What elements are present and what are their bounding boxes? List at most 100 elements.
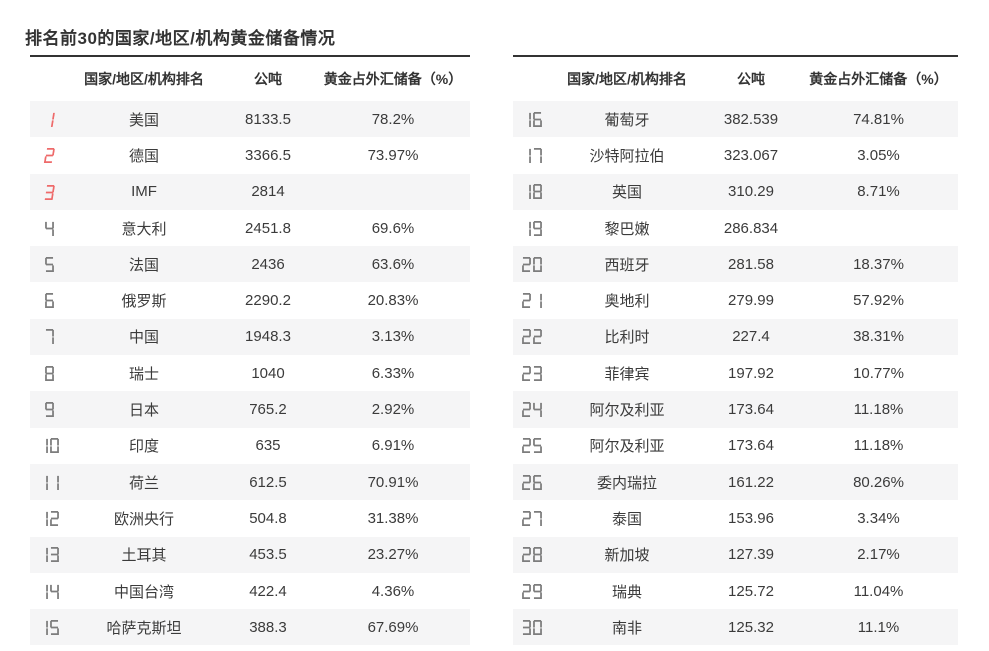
tonnes-cell: 173.64 xyxy=(728,437,774,455)
rank-cell xyxy=(30,246,68,282)
tonnes-cell: 2436 xyxy=(251,255,285,273)
pct-cell: 3.13% xyxy=(371,328,415,346)
rank-cell xyxy=(30,428,68,464)
pct-cell: 3.05% xyxy=(857,146,900,164)
header-gold-pct: 黄金占外汇储备（%） xyxy=(809,71,948,87)
pct-cell: 23.27% xyxy=(367,546,419,564)
header-country: 国家/地区/机构排名 xyxy=(567,71,687,87)
country-cell: 瑞典 xyxy=(611,583,642,601)
rank-cell xyxy=(30,319,68,355)
pct-cell: 69.6% xyxy=(371,219,415,237)
country-cell: 葡萄牙 xyxy=(604,111,650,129)
rank-cell xyxy=(513,246,551,282)
table-row: 俄罗斯 2290.2 20.83% xyxy=(30,282,470,318)
rank-cell xyxy=(513,537,551,573)
pct-cell: 11.04% xyxy=(853,582,904,600)
pct-cell: 8.71% xyxy=(857,183,900,201)
rank-cell xyxy=(30,282,68,318)
rank-cell xyxy=(30,573,68,609)
page-title: 排名前30的国家/地区/机构黄金储备情况 xyxy=(25,29,336,49)
tonnes-cell: 453.5 xyxy=(249,546,287,564)
country-cell: 泰国 xyxy=(611,510,642,528)
country-cell: 阿尔及利亚 xyxy=(589,438,665,456)
table-row: 沙特阿拉伯 323.067 3.05% xyxy=(513,137,958,173)
pct-cell: 78.2% xyxy=(371,110,415,128)
pct-cell: 11.18% xyxy=(853,437,904,455)
rank-cell xyxy=(513,282,551,318)
country-cell: 俄罗斯 xyxy=(121,293,167,311)
pct-cell: 6.91% xyxy=(371,437,415,455)
pct-cell: 2.17% xyxy=(857,546,900,564)
tonnes-cell: 279.99 xyxy=(728,292,774,310)
country-cell: 瑞士 xyxy=(128,365,159,383)
rank-cell xyxy=(30,537,68,573)
pct-cell: 3.34% xyxy=(857,509,900,527)
rank-cell xyxy=(27,174,71,210)
table-row: 委内瑞拉 161.22 80.26% xyxy=(513,463,958,501)
pct-cell: 63.6% xyxy=(371,255,415,273)
pct-cell: 80.26% xyxy=(853,473,904,491)
pct-cell: 74.81% xyxy=(853,110,904,128)
table-row: 意大利 2451.8 69.6% xyxy=(30,210,470,246)
rank-cell xyxy=(513,464,551,500)
tonnes-cell: 127.39 xyxy=(728,546,774,564)
table-row: 英国 310.29 8.71% xyxy=(513,173,958,210)
tonnes-cell: 323.067 xyxy=(723,146,779,164)
country-cell: IMF xyxy=(131,183,157,201)
tonnes-cell: 635 xyxy=(255,437,281,455)
pct-cell: 38.31% xyxy=(853,328,904,346)
tonnes-cell: 2290.2 xyxy=(245,292,291,310)
table-row: 印度 635 6.91% xyxy=(30,428,470,464)
table-row: 阿尔及利亚 173.64 11.18% xyxy=(513,428,958,464)
pct-cell: 18.37% xyxy=(853,255,904,273)
tonnes-cell: 173.64 xyxy=(728,401,774,419)
tonnes-cell: 227.4 xyxy=(732,328,770,346)
table-row: 西班牙 281.58 18.37% xyxy=(513,246,958,283)
header-country: 国家/地区/机构排名 xyxy=(84,71,204,87)
table-row: 中国 1948.3 3.13% xyxy=(30,318,470,356)
pct-cell: 57.92% xyxy=(853,292,904,310)
rank-cell xyxy=(513,137,551,173)
country-cell: 比利时 xyxy=(604,329,650,347)
tonnes-cell: 281.58 xyxy=(728,255,774,273)
country-cell: 土耳其 xyxy=(121,547,167,565)
rank-cell xyxy=(30,500,68,536)
country-cell: 荷兰 xyxy=(128,474,159,492)
tonnes-cell: 382.539 xyxy=(723,110,779,128)
rank-cell xyxy=(30,355,68,391)
table-row: 黎巴嫩 286.834 xyxy=(513,210,958,246)
country-cell: 印度 xyxy=(128,438,159,456)
rank-cell xyxy=(513,500,551,536)
rank-cell xyxy=(513,428,551,464)
table-row: 葡萄牙 382.539 74.81% xyxy=(513,101,958,138)
rank-cell xyxy=(30,210,68,246)
tonnes-cell: 286.834 xyxy=(723,219,779,237)
country-cell: 中国台湾 xyxy=(113,583,174,601)
table-row: 阿尔及利亚 173.64 11.18% xyxy=(513,391,958,428)
gold-reserves-table-right: 国家/地区/机构排名 公吨 黄金占外汇储备（%） 葡萄牙 382.539 74.… xyxy=(513,55,958,646)
table-row: 荷兰 612.5 70.91% xyxy=(30,463,470,501)
tonnes-cell: 2814 xyxy=(251,183,285,201)
tonnes-cell: 153.96 xyxy=(728,509,774,527)
table-row: 泰国 153.96 3.34% xyxy=(513,500,958,536)
table-row: 欧洲央行 504.8 31.38% xyxy=(30,500,470,536)
pct-cell: 11.1% xyxy=(857,618,900,636)
rank-cell xyxy=(30,464,68,500)
pct-cell: 2.92% xyxy=(371,401,415,419)
rank-cell xyxy=(513,174,551,210)
table-row: 土耳其 453.5 23.27% xyxy=(30,536,470,573)
table-row: 比利时 227.4 38.31% xyxy=(513,318,958,356)
country-cell: 英国 xyxy=(611,184,642,202)
tonnes-cell: 422.4 xyxy=(249,582,287,600)
tonnes-cell: 504.8 xyxy=(249,509,287,527)
table-row: 南非 125.32 11.1% xyxy=(513,609,958,646)
tonnes-cell: 765.2 xyxy=(249,401,287,419)
header-tonnes: 公吨 xyxy=(254,71,282,87)
table-row: IMF 2814 xyxy=(27,173,470,210)
gold-reserves-table-left: 国家/地区/机构排名 公吨 黄金占外汇储备（%） 美国 8133.5 78.2%… xyxy=(27,55,470,646)
rank-cell xyxy=(513,101,551,137)
tonnes-cell: 1948.3 xyxy=(245,328,291,346)
pct-cell: 10.77% xyxy=(853,364,904,382)
country-cell: 美国 xyxy=(128,111,159,129)
